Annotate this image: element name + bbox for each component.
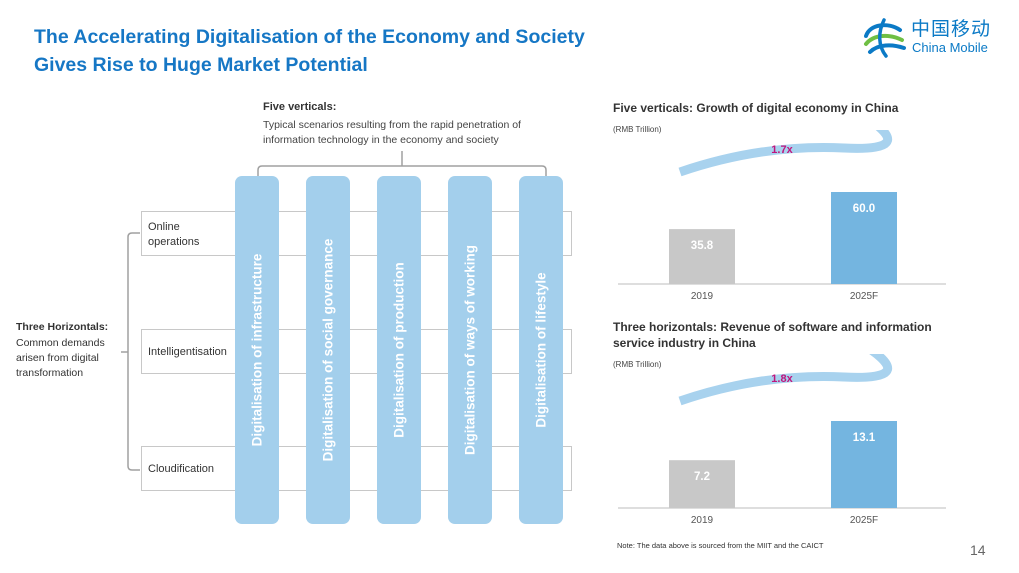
horizontal-row-online	[141, 211, 572, 256]
page-number: 14	[970, 542, 986, 558]
vertical-column-production: Digitalisation of production	[377, 176, 421, 524]
x-tick-label: 2019	[691, 515, 714, 526]
horizontal-row-intelligentisation	[141, 329, 572, 374]
chart1-unit: (RMB Trillion)	[613, 125, 662, 134]
vertical-label: Digitalisation of social governance	[320, 238, 336, 462]
bar-value-label: 7.2	[694, 471, 710, 483]
five-verticals-heading: Five verticals:	[263, 101, 337, 113]
chart1-plot: 1.7x 35.8 2019 60.0 2025F	[618, 130, 946, 302]
vertical-column-infrastructure: Digitalisation of infrastructure	[235, 176, 279, 524]
title-line-2: Gives Rise to Huge Market Potential	[34, 54, 368, 76]
china-mobile-logo-icon	[864, 18, 906, 58]
vertical-column-lifestyle: Digitalisation of lifestyle	[519, 176, 563, 524]
growth-arrow-icon	[678, 130, 892, 177]
bar-value-label: 35.8	[691, 240, 714, 252]
bar-2019	[669, 229, 735, 284]
growth-label: 1.7x	[771, 144, 793, 156]
five-verticals-description: Typical scenarios resulting from the rap…	[263, 119, 521, 146]
vertical-label: Digitalisation of infrastructure	[249, 253, 265, 447]
chart1-title: Five verticals: Growth of digital econom…	[613, 101, 899, 115]
chart2-plot: 1.8x 7.2 2019 13.1 2025F	[618, 354, 946, 526]
horizontal-row-cloudification	[141, 446, 572, 491]
vertical-label: Digitalisation of production	[391, 262, 407, 438]
bar-2025F	[831, 421, 897, 508]
x-tick-label: 2025F	[850, 291, 878, 302]
bar-2025F	[831, 192, 897, 284]
chart2-title: Three horizontals: Revenue of software a…	[613, 320, 932, 350]
title-line-1: The Accelerating Digitalisation of the E…	[34, 26, 585, 48]
three-horizontals-description: Common demands arisen from digital trans…	[16, 337, 105, 379]
growth-arrow-icon	[678, 354, 892, 406]
horizontals-bracket	[121, 232, 140, 471]
x-tick-label: 2025F	[850, 515, 878, 526]
page-title: The Accelerating Digitalisation of the E…	[34, 23, 654, 79]
x-tick-label: 2019	[691, 291, 714, 302]
vertical-label: Digitalisation of lifestyle	[533, 272, 549, 428]
verticals-bracket	[257, 151, 547, 176]
chart2-unit: (RMB Trillion)	[613, 360, 662, 369]
horizontal-label-cloudification: Cloudification	[148, 463, 215, 475]
horizontal-label-online: Online operations	[148, 221, 200, 248]
logo-text-cn: 中国移动	[911, 19, 992, 40]
horizontal-label-intelligentisation: Intelligentisation	[148, 346, 227, 358]
growth-label: 1.8x	[771, 373, 793, 385]
source-note: Note: The data above is sourced from the…	[617, 541, 824, 550]
vertical-column-ways-of-working: Digitalisation of ways of working	[448, 176, 492, 524]
bar-2019	[669, 460, 735, 508]
bar-value-label: 13.1	[853, 432, 876, 444]
logo-text-en: China Mobile	[912, 40, 988, 55]
three-horizontals-heading: Three Horizontals:	[16, 321, 109, 333]
bar-value-label: 60.0	[853, 203, 875, 215]
vertical-label: Digitalisation of ways of working	[462, 244, 478, 456]
vertical-column-social-governance: Digitalisation of social governance	[306, 176, 350, 524]
